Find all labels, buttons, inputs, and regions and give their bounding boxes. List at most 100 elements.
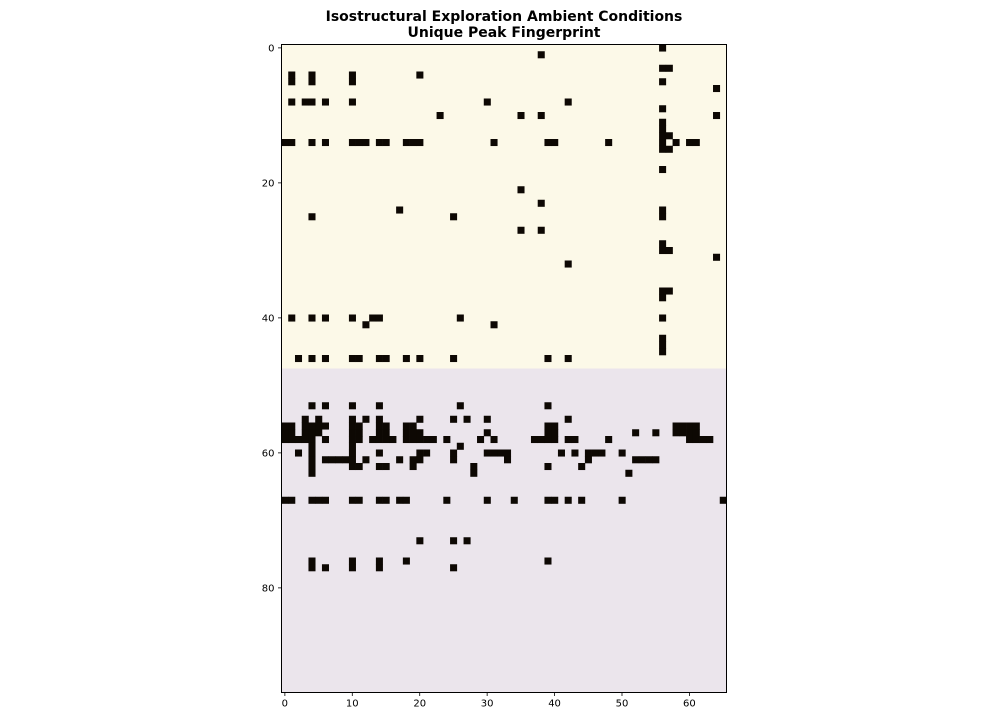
heatmap-cell [571,436,579,444]
heatmap-cell [308,402,316,410]
heatmap-cell [348,355,356,363]
heatmap-cell [665,247,673,255]
heatmap-cell [659,139,667,147]
heatmap-cell [659,125,667,133]
heatmap-cell [557,449,565,457]
heatmap-cell [396,206,404,214]
y-tick-label: 60 [262,448,275,459]
heatmap-cell [706,436,714,444]
x-axis-ticks: 0 10 20 30 40 50 60 [282,692,696,710]
heatmap-cell [308,422,316,430]
heatmap-cell [456,402,464,410]
heatmap-cell [382,355,390,363]
heatmap-cell [402,355,410,363]
heatmap-cell [348,98,356,106]
heatmap-cell [409,436,417,444]
heatmap-cell [348,422,356,430]
heatmap-cell [409,139,417,147]
heatmap-cell [423,449,431,457]
heatmap-cell [672,139,680,147]
heatmap-cell [281,436,289,444]
heatmap-cell [315,429,323,437]
heatmap-cell [659,64,667,72]
heatmap-cell [551,496,559,504]
heatmap-cell [288,436,296,444]
heatmap-cell [375,402,383,410]
heatmap-cell [348,557,356,565]
heatmap-cell [659,206,667,214]
heatmap-cell [369,314,377,322]
heatmap-cell [544,436,552,444]
heatmap-cell [281,422,289,430]
y-tick-label: 40 [262,313,275,324]
heatmap-cell [416,436,424,444]
heatmap-cell [537,112,545,120]
heatmap-cell [348,436,356,444]
heatmap-cell [308,449,316,457]
heatmap-cell [308,139,316,147]
heatmap-cell [544,463,552,471]
heatmap-cell [686,422,694,430]
heatmap-cell [288,98,296,106]
heatmap-cell [605,436,613,444]
heatmap-cell [348,496,356,504]
y-tick-label: 0 [268,43,274,54]
heatmap-cell [375,355,383,363]
heatmap-cell [402,429,410,437]
heatmap-cell [483,98,491,106]
heatmap-cell [672,429,680,437]
heatmap-cell [342,456,350,464]
heatmap-cell [450,415,458,423]
heatmap-cell [530,436,539,444]
heatmap-cell [348,442,356,450]
heatmap-cell [375,415,383,423]
heatmap-cell [416,415,424,423]
heatmap-cell [321,355,329,363]
heatmap-cell [288,78,296,86]
heatmap-cell [537,51,545,59]
heatmap-cell [308,456,316,464]
heatmap-cell [382,463,390,471]
heatmap-cell [429,436,437,444]
heatmap-cell [315,422,323,430]
heatmap-cell [355,429,363,437]
heatmap-cell [443,436,451,444]
heatmap-cell [416,456,424,464]
heatmap-cell [537,436,545,444]
heatmap-cell [483,449,491,457]
heatmap-cell [416,139,424,147]
heatmap-cell [571,449,579,457]
heatmap-cell [348,78,356,86]
heatmap-cell [281,139,289,147]
heatmap-cell [564,436,572,444]
heatmap-cell [645,456,653,464]
chart-title: Isostructural Exploration Ambient Condit… [0,9,1008,41]
heatmap-cell [348,449,356,457]
heatmap-cell [355,355,363,363]
heatmap-cell [490,139,498,147]
heatmap-cell [551,139,559,147]
heatmap-cell [409,463,417,471]
heatmap-cell [375,436,383,444]
heatmap-cell [375,139,383,147]
heatmap-cell [665,145,673,153]
heatmap-cell [375,463,383,471]
heatmap-cell [659,132,667,140]
heatmap-cell [416,355,424,363]
heatmap-cell [692,422,700,430]
heatmap-cell [456,314,464,322]
heatmap-cell [659,78,667,86]
heatmap-cell [450,537,458,545]
heatmap-cell [483,415,491,423]
heatmap-cell [409,422,417,430]
heatmap-cell [584,456,592,464]
heatmap-cell [348,71,356,79]
heatmap-cell [288,71,296,79]
heatmap-cell [288,496,296,504]
heatmap-cell [348,415,356,423]
x-tick-label: 50 [616,699,629,710]
heatmap-cell [436,112,444,120]
heatmap-cell [665,287,673,295]
heatmap-cell [348,402,356,410]
heatmap-cell [362,415,370,423]
